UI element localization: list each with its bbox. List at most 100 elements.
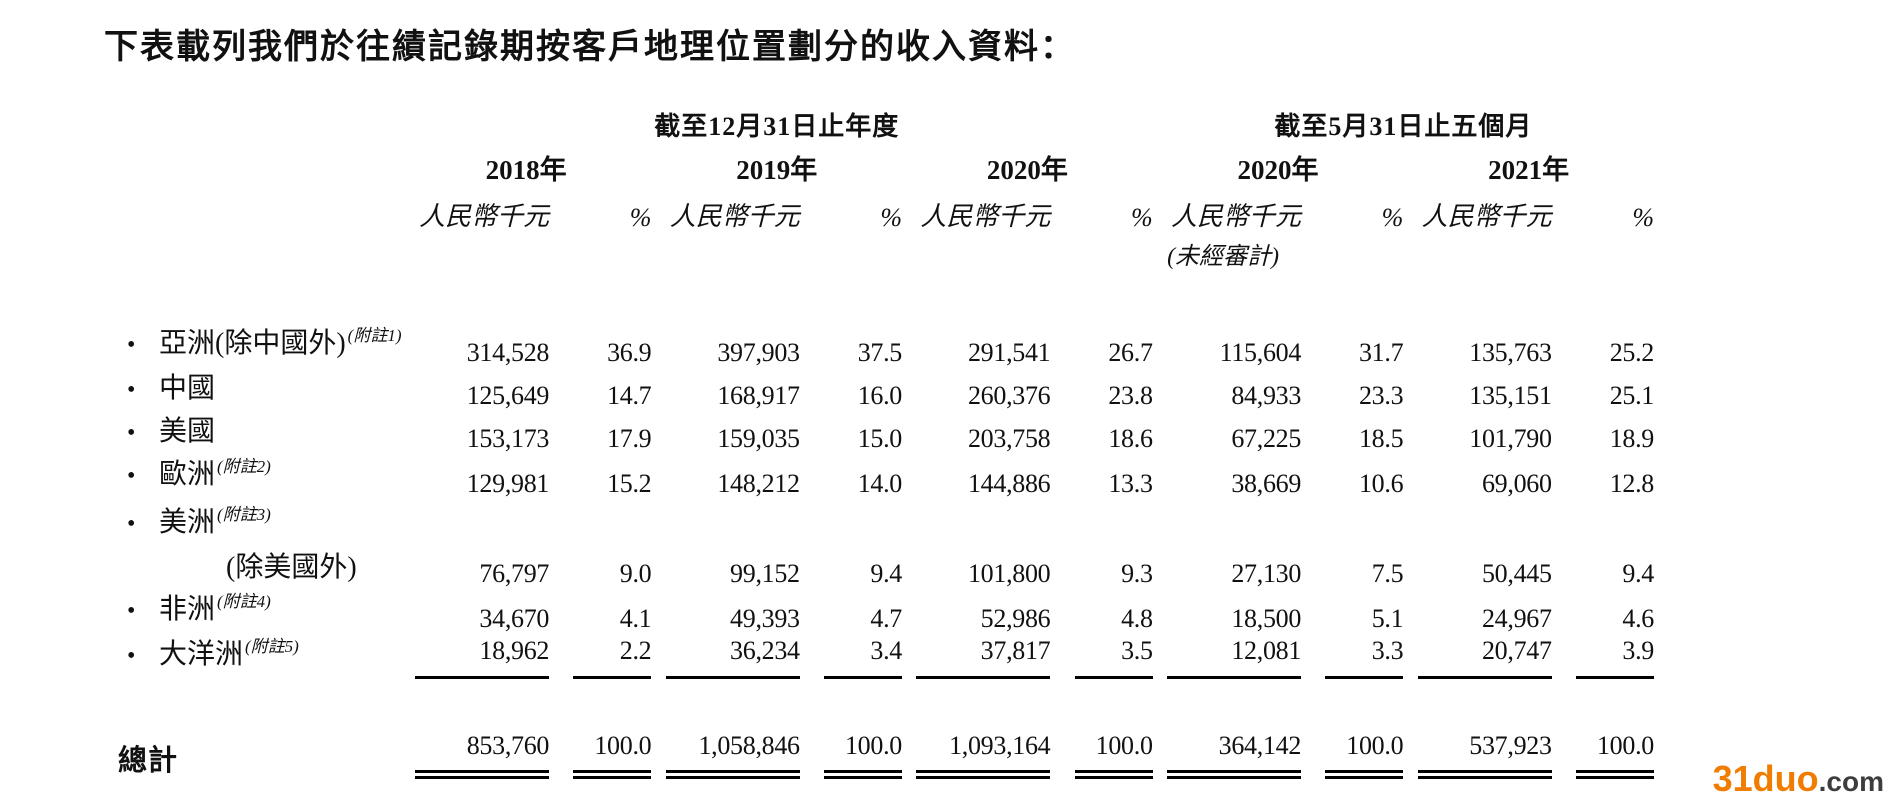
underlined-value: 20,747 (1417, 636, 1552, 679)
total-percent-cell: 100.0 (1301, 715, 1404, 779)
percent-cell: 23.8 (1108, 381, 1153, 410)
total-value: 364,142 (1167, 731, 1301, 779)
revenue-by-geography-table: 截至12月31日止年度 截至5月31日止五個月 2018年 2019年 2020… (104, 106, 1654, 779)
total-amount-cell: 364,142 (1153, 715, 1301, 779)
amount-cell: 38,669 (1231, 469, 1302, 498)
amount-cell: 69,060 (1481, 469, 1552, 498)
region-label-cell: • 美洲 (附註3) (除美國外) (104, 499, 401, 589)
total-value: 100.0 (1325, 731, 1404, 779)
percent-cell: 7.5 (1371, 559, 1404, 588)
amount-cell: 153,173 (466, 424, 550, 453)
footnote-reference: (附註5) (245, 637, 299, 656)
amount-cell: 397,903 (717, 338, 800, 367)
amount-cell: 36,234 (651, 634, 800, 679)
amount-cell: 67,225 (1231, 424, 1302, 453)
percent-cell: 37.5 (857, 338, 903, 367)
amount-cell: 135,151 (1469, 381, 1552, 410)
total-value: 100.0 (1576, 731, 1654, 779)
year-header-2021-5m: 2021年 (1488, 155, 1570, 185)
total-value: 100.0 (573, 731, 652, 779)
empty-cell (1301, 233, 1654, 271)
page-title: 下表載列我們於往績記錄期按客戶地理位置劃分的收入資料： (104, 29, 1076, 66)
percent-header: % (629, 203, 652, 232)
total-percent-cell: 100.0 (549, 715, 652, 779)
region-name: 亞洲(除中國外) (159, 328, 346, 359)
amount-cell: 159,035 (717, 424, 800, 453)
amount-cell: 24,967 (1481, 604, 1552, 633)
footnote-reference: (附註4) (217, 592, 271, 611)
bullet-icon: • (127, 420, 136, 446)
table-row: • 美國 153,173 17.9 159,035 15.0 203,758 18.6 67,2… (104, 411, 1654, 454)
region-name: 中國 (159, 373, 216, 404)
underlined-value: 3.3 (1325, 636, 1404, 679)
amount-cell: 101,790 (1469, 424, 1552, 453)
bullet-icon: • (127, 463, 136, 489)
region-label-cell: • 美國 (104, 411, 401, 454)
underlined-value: 3.9 (1576, 636, 1654, 679)
percent-cell: 13.3 (1108, 469, 1153, 498)
amount-cell: 135,763 (1469, 338, 1552, 367)
region-name-second-line: (除美國外) (226, 552, 357, 583)
percent-cell: 12.8 (1609, 469, 1655, 498)
percent-cell: 2.2 (549, 634, 652, 679)
watermark-suffix: .com (1818, 766, 1884, 797)
amount-cell: 168,917 (717, 381, 800, 410)
total-value: 100.0 (1074, 731, 1153, 779)
total-value: 100.0 (824, 731, 902, 779)
percent-cell: 10.6 (1358, 469, 1404, 498)
region-label-cell: • 大洋洲 (附註5) (104, 634, 401, 679)
year-header-2018: 2018年 (485, 155, 567, 185)
amount-cell: 203,758 (967, 424, 1051, 453)
empty-cell (104, 187, 401, 233)
amount-cell: 314,528 (466, 338, 550, 367)
total-row: 總計 853,760 100.0 1,058,846 100.0 1,093,1… (104, 715, 1654, 779)
percent-cell: 4.8 (1121, 604, 1153, 633)
total-percent-cell: 100.0 (800, 715, 902, 779)
amount-cell: 115,604 (1219, 338, 1302, 367)
footnote-reference: (附註2) (217, 457, 271, 476)
table-row: • 亞洲(除中國外) (附註1) 314,528 36.9 397,903 37.5 291,… (104, 323, 1654, 368)
percent-cell: 3.5 (1050, 634, 1153, 679)
amount-cell: 37,817 (902, 634, 1051, 679)
percent-cell: 25.2 (1609, 338, 1655, 367)
underlined-value: 18,962 (415, 636, 549, 679)
year-row: 2018年 2019年 2020年 2020年 2021年 (104, 143, 1654, 187)
amount-cell: 12,081 (1153, 634, 1301, 679)
percent-cell: 23.3 (1358, 381, 1404, 410)
percent-cell: 3.4 (800, 634, 902, 679)
percent-cell: 15.0 (857, 424, 903, 453)
region-label-cell: • 非洲 (附註4) (104, 589, 401, 634)
amount-cell: 52,986 (980, 604, 1051, 633)
percent-cell: 4.7 (870, 604, 902, 633)
percent-cell: 16.0 (857, 381, 903, 410)
percent-cell: 15.2 (607, 469, 652, 498)
bullet-icon: • (127, 511, 136, 537)
amount-cell: 125,649 (466, 381, 550, 410)
amount-cell: 49,393 (730, 604, 800, 633)
empty-cell (104, 143, 401, 187)
percent-cell: 18.9 (1609, 424, 1655, 453)
percent-cell: 14.0 (857, 469, 903, 498)
percent-header: % (880, 203, 902, 232)
footnote-reference: (附註1) (347, 326, 402, 345)
year-header-2020-5m: 2020年 (1237, 155, 1319, 185)
total-percent-cell: 100.0 (1050, 715, 1153, 779)
table-row: • 非洲 (附註4) 34,670 4.1 49,393 4.7 52,986 4.8 18,50… (104, 589, 1654, 634)
bullet-icon: • (127, 332, 136, 358)
total-value: 537,923 (1417, 731, 1552, 779)
amount-cell: 20,747 (1403, 634, 1552, 679)
amount-cell: 27,130 (1231, 559, 1302, 588)
unit-header: 人民幣千元 (1171, 202, 1302, 231)
period-group-row: 截至12月31日止年度 截至5月31日止五個月 (104, 106, 1654, 143)
region-name: 歐洲 (159, 459, 216, 490)
empty-cell (104, 106, 401, 143)
region-label-cell: • 歐洲 (附註2) (104, 454, 401, 499)
percent-cell: 4.1 (619, 604, 652, 633)
amount-cell: 101,800 (967, 559, 1051, 588)
region-name: 大洋洲 (159, 639, 244, 670)
unit-header: 人民幣千元 (669, 202, 800, 231)
region-label-cell: • 亞洲(除中國外) (附註1) (104, 323, 401, 368)
watermark-brand: 31duo (1712, 758, 1819, 799)
bullet-icon: • (127, 598, 136, 624)
